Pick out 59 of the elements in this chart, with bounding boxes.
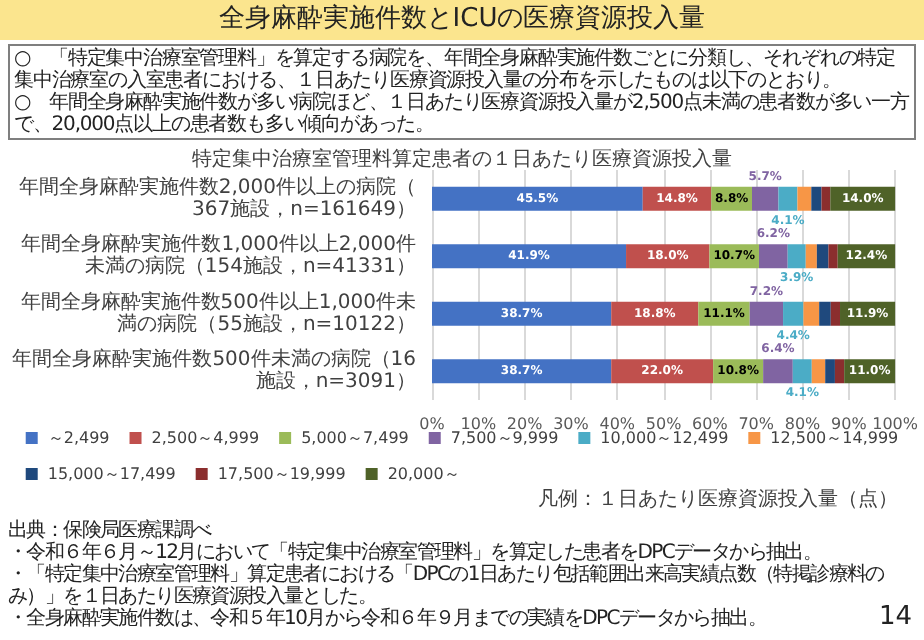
bar [432, 359, 612, 384]
text: 14 [878, 602, 912, 632]
legend-label: ～2,499 [47, 429, 110, 447]
source-note: 出典：保険局医療課調べ [8, 520, 214, 542]
bar [828, 244, 838, 269]
bar [611, 359, 714, 384]
x-tick-label: 90% [831, 415, 868, 433]
text: ・全身麻酔実施件数は、令和５年10月から令和６年９月までの実績をDPCデータから抽出。 [8, 608, 767, 630]
y-tick-label: 年間全身麻酔実施件数500件以上1,000件未満の病院（55施設，n=10122） [20, 289, 416, 336]
y-tick-label: 年間全身麻酔実施件数1,000件以上2,000件未満の病院（154施設，n=41331） [21, 232, 416, 279]
legend-label: 12,500～14,999 [770, 429, 899, 447]
bar [803, 301, 820, 326]
text: ・「特定集中治療室管理料」算定患者における「DPCの1日あたり包括範囲出来高実績点数（特掲診療料のみ）」を１日あたり医療資源投入量とした。 [8, 564, 884, 608]
bar [783, 301, 804, 326]
bar [811, 186, 822, 211]
x-tick-label: 60% [692, 415, 729, 433]
chart-subtitle: 特定集中治療室管理料算定患者の１日あたり医療資源投入量 [192, 147, 732, 171]
text: ・令和６年６月～12月において「特定集中治療室管理料」を算定した患者をDPCデータから抽出。 [8, 542, 822, 564]
x-tick-label: 100% [872, 415, 919, 433]
x-tick-label: 0% [419, 415, 446, 433]
bar [834, 359, 845, 384]
bar [758, 244, 788, 269]
legend-label: 17,500～19,999 [217, 465, 346, 483]
text: ○ 「特定集中治療室管理料」を算定する病院を、年間全身麻酔実施件数ごとに分類し、それぞれの特定集中治療室の入室患者における、１日あたり医療資源投入量の分布を示したものは以下のとおり。 [14, 48, 896, 92]
x-tick-label: 30% [553, 415, 590, 433]
bar [805, 244, 817, 269]
y-tick-label: 年間全身麻酔実施件数500件未満の病院（16施設，n=3091） [12, 347, 416, 394]
legend-label: 10,000～12,499 [600, 429, 729, 447]
bar [792, 359, 812, 384]
bar [797, 186, 812, 211]
x-tick-label: 40% [599, 415, 636, 433]
bar [825, 359, 835, 384]
bar [749, 301, 784, 326]
x-tick-label: 50% [645, 415, 683, 433]
legend-label: 20,000～ [387, 465, 460, 483]
x-tick-label: 70% [738, 415, 775, 433]
bar [819, 301, 831, 326]
bar [752, 186, 779, 211]
x-tick-label: 80% [784, 415, 822, 433]
bar [778, 186, 798, 211]
bar [816, 244, 829, 269]
bar [787, 244, 806, 269]
x-tick-label: 20% [506, 415, 544, 433]
x-tick-label: 10% [460, 415, 497, 433]
legend-label: 5,000～7,499 [301, 429, 409, 447]
bar [821, 186, 831, 211]
y-tick-label: 年間全身麻酔実施件数2,000件以上の病院（367施設，n=161649） [18, 174, 416, 221]
legend-label: 2,500～4,999 [151, 429, 260, 447]
legend-label: 15,000～17,499 [47, 465, 176, 483]
chart-title: 全身麻酔実施件数とICUの医療資源投入量 [0, 0, 924, 40]
legend-label: 7,500～9,999 [450, 429, 559, 447]
text: ○ 年間全身麻酔実施件数が多い病院ほど、１日あたり医療資源投入量が2,500点未満の患者数が多い一方で、20,000点以上の患者数も多い傾向があった。 [14, 92, 910, 136]
bar [763, 359, 793, 384]
bar [432, 244, 627, 269]
bar [432, 186, 643, 211]
bar [811, 359, 826, 384]
bar [830, 301, 841, 326]
bar [432, 301, 612, 326]
legend-title: 凡例：１日あたり医療資源投入量（点） [538, 487, 898, 511]
